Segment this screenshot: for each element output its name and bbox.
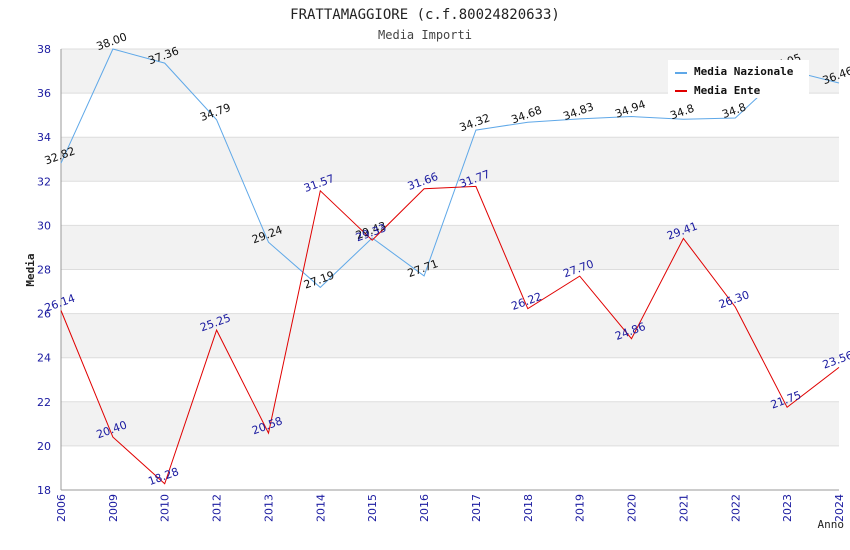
legend-box	[668, 60, 809, 98]
x-tick-label: 2016	[418, 494, 431, 522]
plot-band	[61, 401, 839, 446]
x-tick-label: 2021	[677, 494, 690, 522]
series-lines	[60, 48, 840, 485]
x-tick-label: 2012	[211, 494, 224, 522]
plot-band	[61, 225, 839, 270]
x-tick-label: 2013	[262, 494, 275, 522]
x-tick-label: 2010	[159, 494, 172, 522]
y-tick-label: 18	[37, 484, 51, 497]
x-tick-label: 2024	[833, 494, 846, 522]
y-tick-labels: 18 20 22 24 26 28 30 32 34 36 38	[37, 43, 51, 497]
plot-band	[61, 269, 839, 314]
plot-background	[61, 49, 839, 490]
x-tick-label: 2018	[522, 494, 535, 522]
plot-band	[61, 445, 839, 490]
x-tick-label: 2020	[626, 494, 639, 522]
y-tick-label: 22	[37, 396, 51, 409]
chart-subtitle: Media Importi	[378, 28, 472, 42]
x-tick-label: 2017	[470, 494, 483, 522]
x-tick-label: 2015	[366, 494, 379, 522]
y-tick-label: 32	[37, 175, 51, 188]
plot-band	[61, 137, 839, 182]
plot-band	[61, 93, 839, 138]
y-tick-label: 20	[37, 440, 51, 453]
y-tick-label: 36	[37, 87, 51, 100]
x-tick-label: 2009	[107, 494, 120, 522]
x-tick-label: 2022	[729, 494, 742, 522]
x-tick-label: 2014	[314, 494, 327, 522]
y-tick-label: 38	[37, 43, 51, 56]
y-axis-label: Media	[24, 253, 37, 286]
x-tick-label: 2019	[574, 494, 587, 522]
series-line-media-ente	[60, 185, 840, 485]
series-line-media-nazionale	[60, 48, 840, 289]
x-tick-labels: 2006 2009 2010 2012 2013 2014 2015 2016 2017 2018…	[55, 494, 846, 522]
y-tick-label: 26	[37, 308, 51, 321]
chart-title: FRATTAMAGGIORE (c.f.80024820633)	[290, 7, 560, 23]
x-tick-label: 2023	[781, 494, 794, 522]
y-tick-label: 28	[37, 264, 51, 277]
x-tick-label: 2006	[55, 494, 68, 522]
plot-band	[61, 313, 839, 358]
plot-band	[61, 357, 839, 402]
y-tick-label: 30	[37, 219, 51, 232]
legend: Media Nazionale Media Ente	[668, 60, 809, 98]
y-tick-label: 24	[37, 352, 51, 365]
y-tick-label: 34	[37, 131, 51, 144]
legend-label-media-ente: Media Ente	[694, 84, 761, 97]
legend-label-media-nazionale: Media Nazionale	[694, 65, 794, 78]
x-axis-label: Anno	[818, 518, 845, 531]
